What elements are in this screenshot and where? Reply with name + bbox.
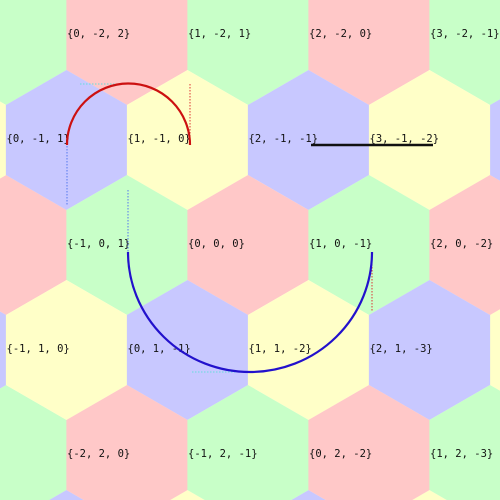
- hex-cell: [187, 175, 309, 315]
- hex-cell: [429, 175, 500, 315]
- hex-cell: [308, 385, 430, 500]
- hex-cell: [247, 70, 370, 210]
- hex-cell-filler: [489, 99, 500, 181]
- hex-cell: [0, 101, 7, 179]
- hex-cell: [187, 385, 309, 500]
- path-overlay: [65, 82, 433, 374]
- hex-coordinate-label: {0, 0, 0}: [188, 238, 245, 250]
- hex-cell: [308, 0, 430, 105]
- hex-cell: [429, 385, 500, 500]
- hex-cell: [308, 175, 430, 315]
- hex-coordinate-label: {-2, 2, 0}: [67, 448, 130, 460]
- hex-cell: [5, 280, 128, 420]
- hex-cell: [368, 280, 491, 420]
- hex-coordinate-label: {0, 1, -1}: [128, 343, 191, 355]
- hex-cell: [247, 280, 370, 420]
- hex-cell: [126, 280, 249, 420]
- hex-coordinate-label: {2, -2, 0}: [309, 28, 372, 40]
- hex-cell: [126, 70, 249, 210]
- hex-coordinate-label: {1, 1, -2}: [249, 343, 312, 355]
- hex-coordinate-label: {2, 1, -3}: [370, 343, 433, 355]
- hex-cell-filler: [0, 0, 67, 105]
- hex-coordinate-label: {0, -1, 1}: [7, 133, 70, 145]
- hex-coordinate-label: {-1, 0, 1}: [67, 238, 130, 250]
- hex-coordinate-label: {1, 2, -3}: [430, 448, 493, 460]
- hex-coordinate-label: {-1, 1, 0}: [7, 343, 70, 355]
- hex-coordinate-label: {-1, 2, -1}: [188, 448, 258, 460]
- hex-cell: [66, 175, 188, 315]
- hex-cell-filler: [291, 490, 326, 500]
- hex-labels: {0, -2, 2} {1, -2, 1} {2, -2, 0} {3, -2, -1…: [7, 28, 500, 460]
- hex-cell: [0, 311, 7, 389]
- hex-coordinate-label: {1, -2, 1}: [188, 28, 251, 40]
- hex-cell: [429, 0, 500, 105]
- hex-cell: [187, 0, 309, 105]
- hex-cell-filler: [170, 490, 205, 500]
- hex-cell: [368, 70, 491, 210]
- hex-coordinate-label: {1, 0, -1}: [309, 238, 372, 250]
- hex-cell-filler: [412, 490, 447, 500]
- hex-coordinate-label: {0, 2, -2}: [309, 448, 372, 460]
- hex-cell-filler: [49, 490, 84, 500]
- hex-cell: [66, 0, 188, 105]
- hex-coordinate-label: {2, 0, -2}: [430, 238, 493, 250]
- red-arc: [65, 82, 192, 146]
- blue-arc: [126, 251, 374, 374]
- hex-coordinate-label: {3, -2, -1}: [430, 28, 500, 40]
- hex-cell-filler: [489, 309, 500, 391]
- hex-cell: [66, 385, 188, 500]
- hex-coordinate-label: {1, -1, 0}: [128, 133, 191, 145]
- hex-cell-filler: [0, 175, 67, 315]
- hex-cell-filler: [0, 385, 67, 500]
- hex-coordinate-label: {0, -2, 2}: [67, 28, 130, 40]
- hex-coordinate-label: {2, -1, -1}: [249, 133, 319, 145]
- hex-coordinate-label: {3, -1, -2}: [370, 133, 440, 145]
